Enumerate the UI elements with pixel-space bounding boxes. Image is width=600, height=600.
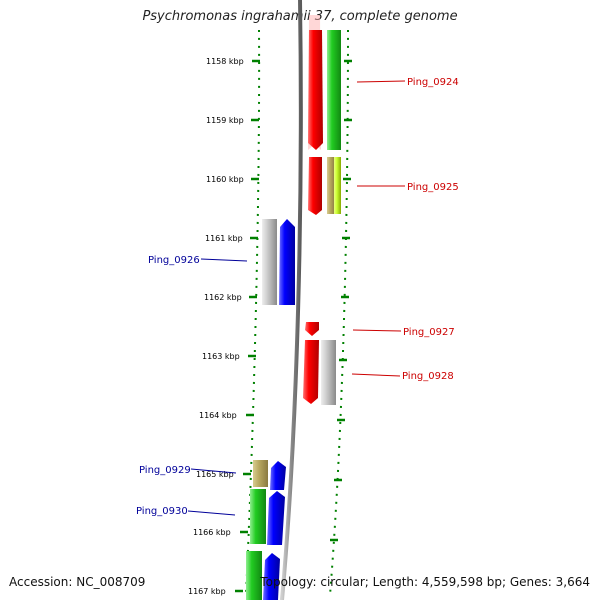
gene-label-ping-0928[interactable]: Ping_0928 bbox=[402, 371, 454, 382]
gene-label-ping-0925[interactable]: Ping_0925 bbox=[407, 182, 459, 193]
kbp-label: 1165 kbp bbox=[196, 470, 234, 479]
gene-arrow[interactable] bbox=[250, 489, 266, 544]
gene-arrow[interactable] bbox=[262, 219, 277, 305]
gene-label-ping-0924[interactable]: Ping_0924 bbox=[407, 77, 459, 88]
gene-labels[interactable]: Ping_0924 Ping_0925 Ping_0926 Ping_0927 … bbox=[136, 77, 459, 517]
gene-arrow[interactable] bbox=[321, 340, 336, 405]
gene-arrow[interactable] bbox=[263, 553, 280, 600]
kbp-label: 1160 kbp bbox=[206, 175, 244, 184]
genome-backbone bbox=[280, 0, 303, 600]
gene-label-ping-0927[interactable]: Ping_0927 bbox=[403, 327, 455, 338]
kbp-label: 1158 kbp bbox=[206, 57, 244, 66]
kbp-label: 1163 kbp bbox=[202, 352, 240, 361]
gene-arrow[interactable] bbox=[305, 322, 319, 336]
gene-arrow[interactable] bbox=[327, 30, 341, 150]
gene-arrow[interactable] bbox=[270, 461, 286, 490]
kbp-label: 1159 kbp bbox=[206, 116, 244, 125]
gene-arrow[interactable] bbox=[334, 157, 341, 214]
topology-text: Topology: circular; Length: 4,559,598 bp… bbox=[260, 575, 590, 589]
gene-label-ping-0926[interactable]: Ping_0926 bbox=[148, 255, 200, 266]
kbp-label: 1161 kbp bbox=[205, 234, 243, 243]
reverse-strand-genes[interactable] bbox=[246, 219, 295, 600]
kbp-label: 1164 kbp bbox=[199, 411, 237, 420]
gene-arrow[interactable] bbox=[267, 491, 285, 545]
kbp-label: 1167 kbp bbox=[188, 587, 226, 596]
inner-dot-track bbox=[245, 29, 261, 596]
accession-text: Accession: NC_008709 bbox=[9, 575, 146, 589]
label-leaders bbox=[187, 80, 406, 516]
kbp-labels: 1158 kbp 1159 kbp 1160 kbp 1161 kbp 1162… bbox=[188, 57, 244, 596]
gene-arrow[interactable] bbox=[253, 460, 268, 487]
gene-arrow[interactable] bbox=[279, 219, 295, 305]
kbp-label: 1166 kbp bbox=[193, 528, 231, 537]
outer-dot-track bbox=[329, 29, 349, 596]
kbp-label: 1162 kbp bbox=[204, 293, 242, 302]
gene-label-ping-0930[interactable]: Ping_0930 bbox=[136, 506, 188, 517]
gene-arrow[interactable] bbox=[246, 551, 262, 600]
gene-arrow[interactable] bbox=[308, 157, 322, 215]
gene-arrow[interactable] bbox=[308, 30, 323, 150]
gene-label-ping-0929[interactable]: Ping_0929 bbox=[139, 465, 191, 476]
gene-arrow[interactable] bbox=[303, 340, 319, 404]
gene-arrow[interactable] bbox=[327, 157, 335, 214]
major-ticks bbox=[235, 59, 352, 593]
forward-strand-genes[interactable] bbox=[303, 15, 341, 405]
